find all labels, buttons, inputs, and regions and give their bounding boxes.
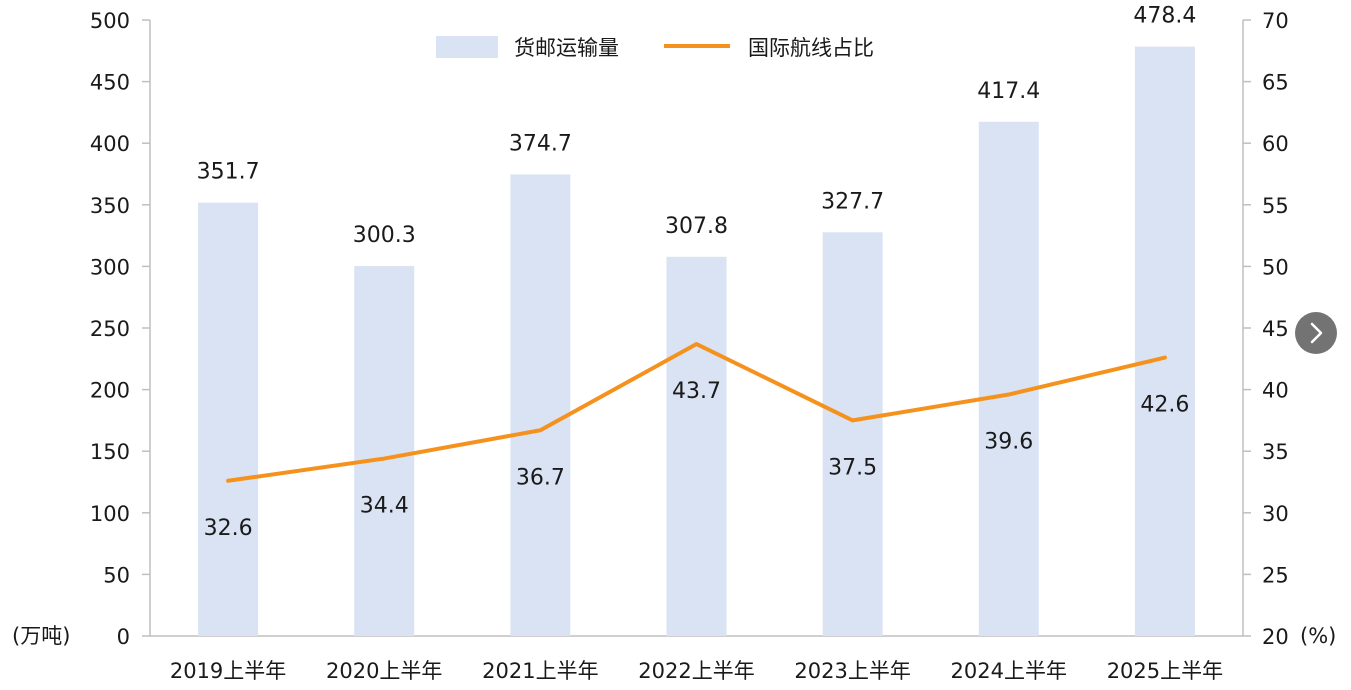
line-path	[226, 342, 1167, 483]
line-data-label: 43.7	[672, 379, 721, 404]
line-data-label: 42.6	[1140, 393, 1189, 418]
legend-line-label: 国际航线占比	[748, 36, 874, 60]
line-data-label: 36.7	[516, 465, 565, 490]
legend-bar-label: 货邮运输量	[514, 36, 619, 60]
right-tick-label: 65	[1262, 71, 1289, 95]
right-tick-label: 30	[1262, 502, 1289, 526]
bar-series	[198, 46, 1195, 637]
right-tick-label: 35	[1262, 440, 1289, 464]
bar	[510, 174, 571, 636]
x-tick-label: 2019上半年	[170, 659, 286, 683]
right-tick-label: 50	[1262, 255, 1289, 279]
line-data-label: 32.6	[204, 516, 253, 541]
left-tick-label: 200	[90, 379, 130, 403]
right-tick-label: 70	[1262, 9, 1289, 33]
x-tick-label: 2024上半年	[951, 659, 1067, 683]
right-tick-label: 20	[1262, 625, 1289, 649]
line-data-label: 34.4	[360, 494, 409, 519]
legend-bar-swatch	[436, 36, 498, 58]
left-tick-label: 400	[90, 132, 130, 156]
bar	[354, 266, 415, 636]
x-tick-label: 2021上半年	[482, 659, 598, 683]
chevron-right-icon	[1310, 322, 1323, 344]
left-tick-label: 50	[103, 563, 130, 587]
left-tick-label: 150	[90, 440, 130, 464]
line-series	[226, 342, 1167, 483]
bar-data-label: 374.7	[509, 131, 572, 156]
left-tick-label: 500	[90, 9, 130, 33]
bar	[666, 256, 727, 636]
left-tick-label: 350	[90, 194, 130, 218]
left-axis-unit: (万吨)	[12, 624, 70, 648]
bar-data-label: 327.7	[821, 189, 884, 214]
left-tick-label: 100	[90, 502, 130, 526]
line-data-label: 37.5	[828, 455, 877, 480]
right-axis-unit: (%)	[1300, 624, 1336, 648]
bar-data-label: 351.7	[197, 160, 260, 185]
bar	[1134, 46, 1195, 636]
left-axis-ticks: 0 50 100 150 200 250 300 350 400 450 500	[90, 9, 150, 649]
bar-data-label: 417.4	[977, 79, 1040, 104]
bar	[198, 202, 259, 636]
right-tick-label: 45	[1262, 317, 1289, 341]
right-axis-ticks: 20 25 30 35 40 45 50 55 60 65 70	[1243, 9, 1289, 649]
left-tick-label: 450	[90, 71, 130, 95]
next-slide-button[interactable]	[1295, 312, 1337, 354]
right-tick-label: 55	[1262, 194, 1289, 218]
x-tick-label: 2022上半年	[638, 659, 754, 683]
bar-data-label: 300.3	[353, 223, 416, 248]
line-data-labels: 32.6 34.4 36.7 43.7 37.5 39.6 42.6	[204, 379, 1190, 541]
bar-data-label: 478.4	[1133, 4, 1196, 29]
line-data-label: 39.6	[984, 430, 1033, 455]
right-tick-label: 25	[1262, 563, 1289, 587]
bar	[978, 121, 1039, 637]
left-tick-label: 0	[117, 625, 130, 649]
x-tick-label: 2023上半年	[794, 659, 910, 683]
bar	[822, 232, 883, 636]
legend: 货邮运输量 国际航线占比	[436, 36, 874, 60]
left-tick-label: 250	[90, 317, 130, 341]
x-axis-labels: 2019上半年 2020上半年 2021上半年 2022上半年 2023上半年 2024上…	[170, 659, 1223, 683]
bar-data-label: 307.8	[665, 214, 728, 239]
left-tick-label: 300	[90, 255, 130, 279]
x-tick-label: 2020上半年	[326, 659, 442, 683]
x-tick-label: 2025上半年	[1107, 659, 1223, 683]
bar-data-labels: 351.7 300.3 374.7 307.8 327.7 417.4 478.4	[197, 4, 1197, 248]
right-tick-label: 60	[1262, 132, 1289, 156]
right-tick-label: 40	[1262, 379, 1289, 403]
